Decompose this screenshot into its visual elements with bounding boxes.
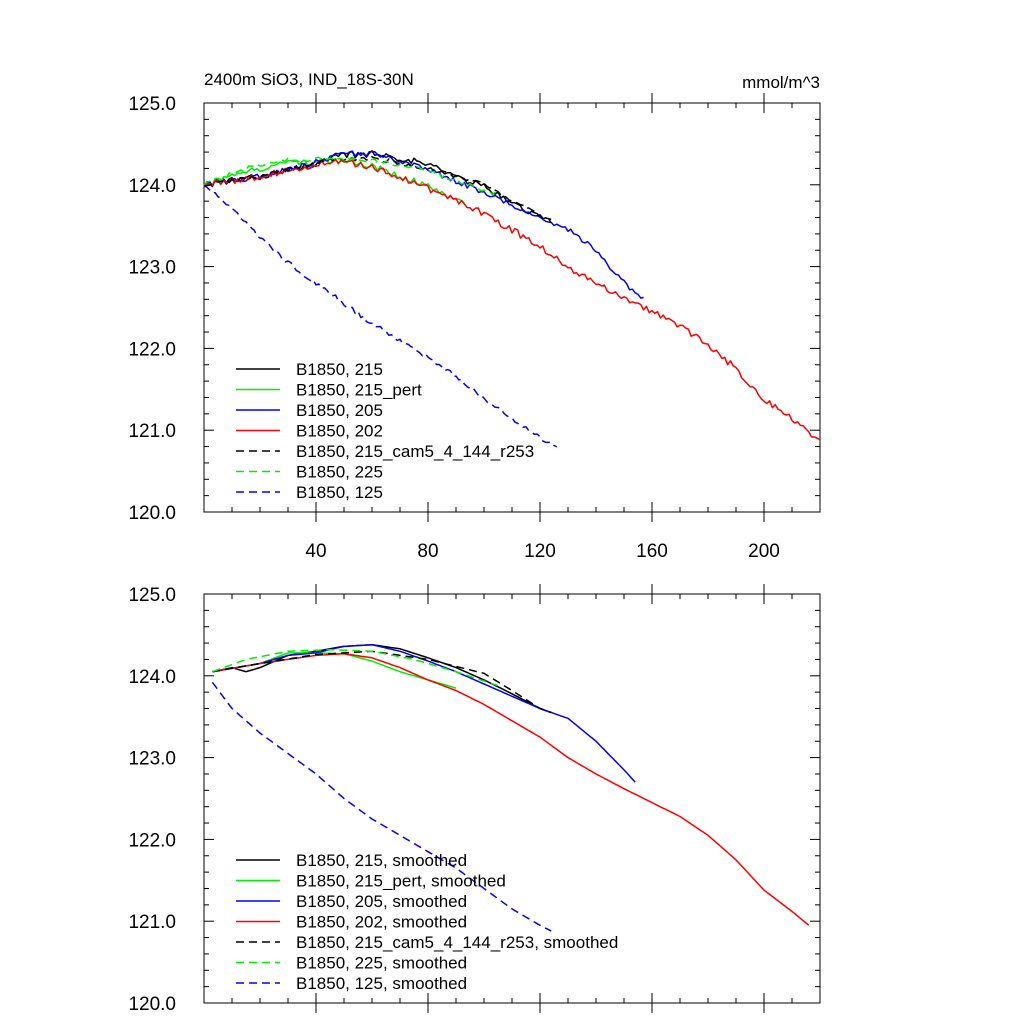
y-tick-label: 124.0: [128, 176, 176, 197]
legend-label: B1850, 215_pert: [296, 381, 422, 400]
legend-label: B1850, 202: [296, 422, 383, 441]
legend-label: B1850, 215_cam5_4_144_r253, smoothed: [296, 933, 618, 952]
series-line: [212, 648, 499, 687]
chart-title: 2400m SiO3, IND_18S-30N: [204, 70, 414, 89]
y-tick-label: 122.0: [128, 339, 176, 360]
legend-label: B1850, 205: [296, 401, 383, 420]
legend-label: B1850, 215_pert, smoothed: [296, 872, 506, 891]
y-tick-label: 120.0: [128, 994, 176, 1015]
y-tick-label: 122.0: [128, 830, 176, 851]
series-line: [203, 157, 465, 204]
units-label: mmol/m^3: [742, 73, 820, 92]
series-line: [211, 681, 552, 932]
legend-label: B1850, 215, smoothed: [296, 851, 467, 870]
x-tick-label: 120: [524, 541, 556, 562]
legend-label: B1850, 205, smoothed: [296, 892, 467, 911]
x-tick-label: 200: [748, 541, 780, 562]
legend-label: B1850, 125, smoothed: [296, 974, 467, 993]
legend-label: B1850, 125: [296, 483, 383, 502]
x-tick-label: 80: [417, 541, 438, 562]
legend-label: B1850, 202, smoothed: [296, 913, 467, 932]
y-tick-label: 125.0: [128, 585, 176, 606]
legend-label: B1850, 225, smoothed: [296, 954, 467, 973]
series-line: [212, 643, 636, 783]
series-line: [203, 184, 558, 448]
y-tick-label: 123.0: [128, 258, 176, 279]
legend-label: B1850, 225: [296, 463, 383, 482]
series-line: [203, 156, 499, 196]
top-panel: 40 80 120 160 200 120.0 121.0 122.0 123.0 124.0 12…: [128, 93, 821, 562]
series-line: [212, 652, 810, 926]
legend-label: B1850, 215_cam5_4_144_r253: [296, 442, 534, 461]
legend-label: B1850, 215: [296, 360, 383, 379]
y-tick-label: 121.0: [128, 912, 176, 933]
y-tick-label: 123.0: [128, 749, 176, 770]
bottom-panel: 120.0 121.0 122.0 123.0 124.0 125.0 B1850, 215…: [128, 584, 821, 1015]
y-tick-label: 120.0: [128, 503, 176, 524]
x-tick-label: 40: [305, 541, 326, 562]
series-line: [203, 150, 552, 221]
series-line: [212, 643, 552, 714]
series-line: [203, 156, 552, 224]
series-line: [203, 150, 644, 299]
y-tick-label: 121.0: [128, 421, 176, 442]
y-tick-label: 124.0: [128, 667, 176, 688]
y-tick-label: 125.0: [128, 94, 176, 115]
x-tick-label: 160: [636, 541, 668, 562]
series-line: [203, 158, 821, 441]
